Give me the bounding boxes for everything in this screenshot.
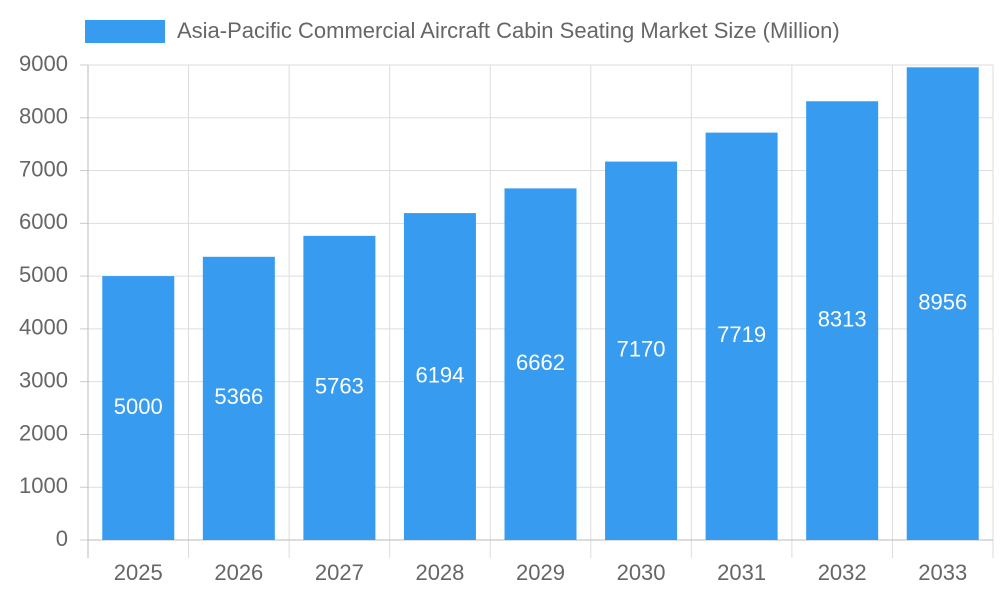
- value-label: 5366: [214, 384, 263, 409]
- bar: [705, 132, 778, 540]
- value-label: 8313: [818, 306, 867, 331]
- x-tick-label: 2027: [315, 560, 364, 585]
- y-tick-label: 8000: [19, 104, 68, 129]
- value-label: 8956: [918, 289, 967, 314]
- x-tick-label: 2029: [516, 560, 565, 585]
- x-tick-label: 2028: [415, 560, 464, 585]
- y-tick-label: 1000: [19, 473, 68, 498]
- bar: [303, 235, 376, 540]
- x-tick-label: 2031: [717, 560, 766, 585]
- bar: [906, 67, 979, 541]
- bar: [605, 161, 678, 541]
- value-label: 5000: [114, 394, 163, 419]
- x-tick-label: 2030: [617, 560, 666, 585]
- value-label: 6194: [415, 362, 464, 387]
- x-tick-label: 2025: [114, 560, 163, 585]
- value-label: 7719: [717, 322, 766, 347]
- y-tick-label: 7000: [19, 156, 68, 181]
- y-tick-label: 9000: [19, 51, 68, 76]
- value-label: 5763: [315, 374, 364, 399]
- y-tick-label: 6000: [19, 209, 68, 234]
- y-tick-label: 4000: [19, 315, 68, 340]
- x-tick-label: 2032: [818, 560, 867, 585]
- legend-label: Asia-Pacific Commercial Aircraft Cabin S…: [177, 18, 840, 43]
- bar: [102, 276, 175, 540]
- bar: [806, 101, 879, 540]
- value-label: 7170: [617, 337, 666, 362]
- y-tick-label: 5000: [19, 262, 68, 287]
- x-tick-label: 2026: [214, 560, 263, 585]
- y-tick-label: 0: [56, 526, 68, 551]
- legend-swatch: [85, 20, 165, 43]
- y-tick-label: 2000: [19, 420, 68, 445]
- y-tick-label: 3000: [19, 367, 68, 392]
- value-label: 6662: [516, 350, 565, 375]
- bar: [403, 213, 476, 540]
- bar: [504, 188, 577, 540]
- bar: [202, 256, 275, 540]
- x-tick-label: 2033: [918, 560, 967, 585]
